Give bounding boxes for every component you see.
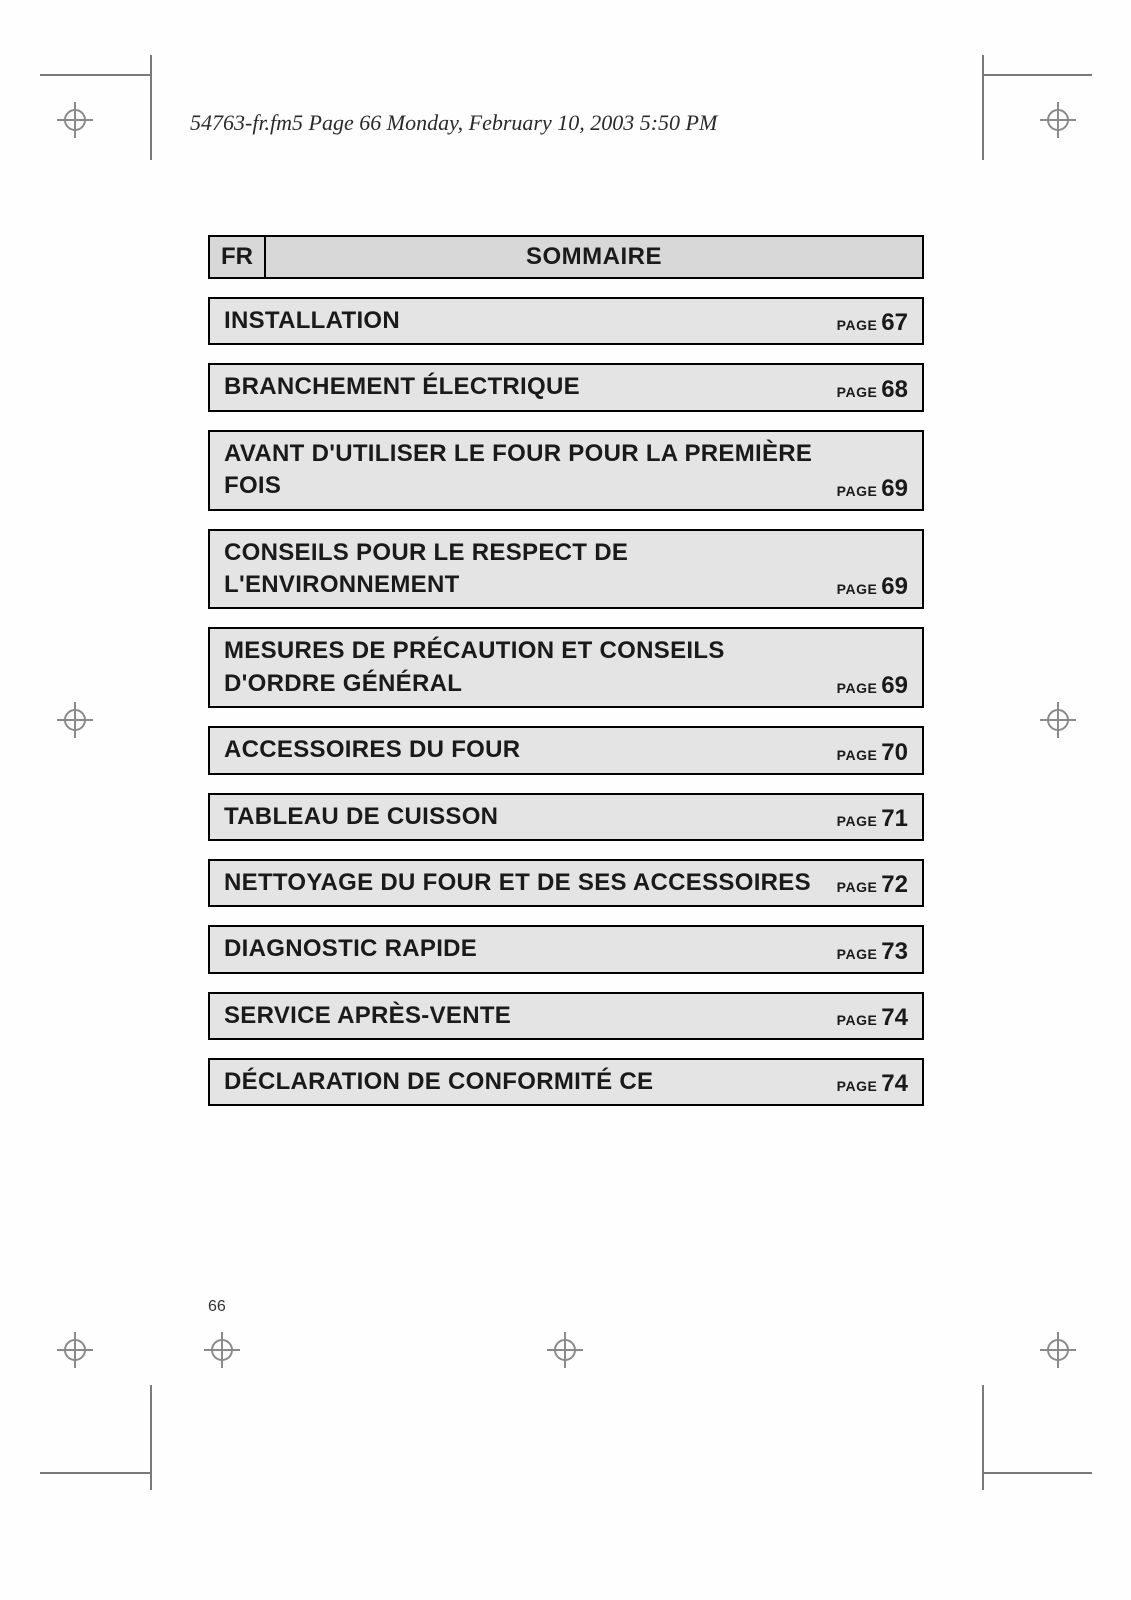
toc-item: DIAGNOSTIC RAPIDE PAGE73 bbox=[208, 925, 924, 973]
toc-item: ACCESSOIRES DU FOUR PAGE70 bbox=[208, 726, 924, 774]
registration-mark-icon bbox=[1040, 702, 1076, 738]
toc-item-title: BRANCHEMENT ÉLECTRIQUE bbox=[224, 371, 580, 403]
toc-item-title: INSTALLATION bbox=[224, 305, 400, 337]
page-label: PAGE bbox=[837, 813, 878, 829]
header-row: FR SOMMAIRE bbox=[208, 235, 924, 279]
page-title: SOMMAIRE bbox=[266, 235, 924, 279]
page-num: 74 bbox=[881, 1004, 908, 1031]
registration-mark-icon bbox=[57, 1332, 93, 1368]
toc-item: NETTOYAGE DU FOUR ET DE SES ACCESSOIRES P… bbox=[208, 859, 924, 907]
crop-rule bbox=[982, 1472, 1092, 1474]
toc-item-title: ACCESSOIRES DU FOUR bbox=[224, 734, 520, 766]
page-num: 69 bbox=[881, 573, 908, 600]
toc-item-page: PAGE74 bbox=[837, 1070, 908, 1098]
page-num: 72 bbox=[881, 871, 908, 898]
toc-item-page: PAGE68 bbox=[837, 376, 908, 404]
toc-item: SERVICE APRÈS-VENTE PAGE74 bbox=[208, 992, 924, 1040]
page-label: PAGE bbox=[837, 581, 878, 597]
toc-item-page: PAGE69 bbox=[837, 573, 908, 601]
page-label: PAGE bbox=[837, 747, 878, 763]
page-number: 66 bbox=[208, 1298, 226, 1316]
toc-item: AVANT D'UTILISER LE FOUR POUR LA PREMIÈR… bbox=[208, 430, 924, 511]
registration-mark-icon bbox=[547, 1332, 583, 1368]
toc-item: BRANCHEMENT ÉLECTRIQUE PAGE68 bbox=[208, 363, 924, 411]
toc-item-title: TABLEAU DE CUISSON bbox=[224, 801, 498, 833]
toc-item-page: PAGE73 bbox=[837, 938, 908, 966]
page-label: PAGE bbox=[837, 384, 878, 400]
document-page: 54763-fr.fm5 Page 66 Monday, February 10… bbox=[0, 0, 1131, 1600]
crop-rule bbox=[982, 74, 1092, 76]
page-label: PAGE bbox=[837, 1012, 878, 1028]
page-num: 74 bbox=[881, 1070, 908, 1097]
toc-item-page: PAGE69 bbox=[837, 672, 908, 700]
crop-rule bbox=[40, 1472, 150, 1474]
toc-item-page: PAGE74 bbox=[837, 1004, 908, 1032]
toc-item: CONSEILS POUR LE RESPECT DE L'ENVIRONNEM… bbox=[208, 529, 924, 610]
toc-item: INSTALLATION PAGE67 bbox=[208, 297, 924, 345]
crop-rule bbox=[150, 1385, 152, 1490]
toc-item-page: PAGE71 bbox=[837, 805, 908, 833]
page-num: 67 bbox=[881, 309, 908, 336]
crop-rule bbox=[40, 74, 150, 76]
registration-mark-icon bbox=[1040, 1332, 1076, 1368]
registration-mark-icon bbox=[204, 1332, 240, 1368]
registration-mark-icon bbox=[57, 702, 93, 738]
toc-item-title: SERVICE APRÈS-VENTE bbox=[224, 1000, 511, 1032]
page-num: 73 bbox=[881, 938, 908, 965]
crop-rule bbox=[150, 55, 152, 160]
toc-item-title: AVANT D'UTILISER LE FOUR POUR LA PREMIÈR… bbox=[224, 438, 817, 503]
toc-item-title: MESURES DE PRÉCAUTION ET CONSEILS D'ORDR… bbox=[224, 635, 817, 700]
toc-item: DÉCLARATION DE CONFORMITÉ CE PAGE74 bbox=[208, 1058, 924, 1106]
page-label: PAGE bbox=[837, 1078, 878, 1094]
page-num: 69 bbox=[881, 672, 908, 699]
content-area: FR SOMMAIRE INSTALLATIONPAGE67BRANCHEMEN… bbox=[208, 235, 924, 1106]
page-num: 71 bbox=[881, 805, 908, 832]
running-head: 54763-fr.fm5 Page 66 Monday, February 10… bbox=[190, 110, 717, 136]
registration-mark-icon bbox=[57, 102, 93, 138]
page-label: PAGE bbox=[837, 317, 878, 333]
toc-list: INSTALLATIONPAGE67BRANCHEMENT ÉLECTRIQUE… bbox=[208, 297, 924, 1106]
toc-item: MESURES DE PRÉCAUTION ET CONSEILS D'ORDR… bbox=[208, 627, 924, 708]
toc-item-page: PAGE72 bbox=[837, 871, 908, 899]
page-label: PAGE bbox=[837, 483, 878, 499]
toc-item: TABLEAU DE CUISSON PAGE71 bbox=[208, 793, 924, 841]
toc-item-page: PAGE67 bbox=[837, 309, 908, 337]
page-num: 70 bbox=[881, 739, 908, 766]
crop-rule bbox=[982, 55, 984, 160]
toc-item-title: CONSEILS POUR LE RESPECT DE L'ENVIRONNEM… bbox=[224, 537, 817, 602]
toc-item-title: DÉCLARATION DE CONFORMITÉ CE bbox=[224, 1066, 653, 1098]
crop-rule bbox=[982, 1385, 984, 1490]
page-label: PAGE bbox=[837, 879, 878, 895]
page-num: 68 bbox=[881, 376, 908, 403]
page-num: 69 bbox=[881, 475, 908, 502]
toc-item-title: DIAGNOSTIC RAPIDE bbox=[224, 933, 477, 965]
page-label: PAGE bbox=[837, 680, 878, 696]
toc-item-page: PAGE69 bbox=[837, 475, 908, 503]
language-badge: FR bbox=[208, 235, 266, 279]
page-label: PAGE bbox=[837, 946, 878, 962]
registration-mark-icon bbox=[1040, 102, 1076, 138]
toc-item-title: NETTOYAGE DU FOUR ET DE SES ACCESSOIRES bbox=[224, 867, 811, 899]
toc-item-page: PAGE70 bbox=[837, 739, 908, 767]
